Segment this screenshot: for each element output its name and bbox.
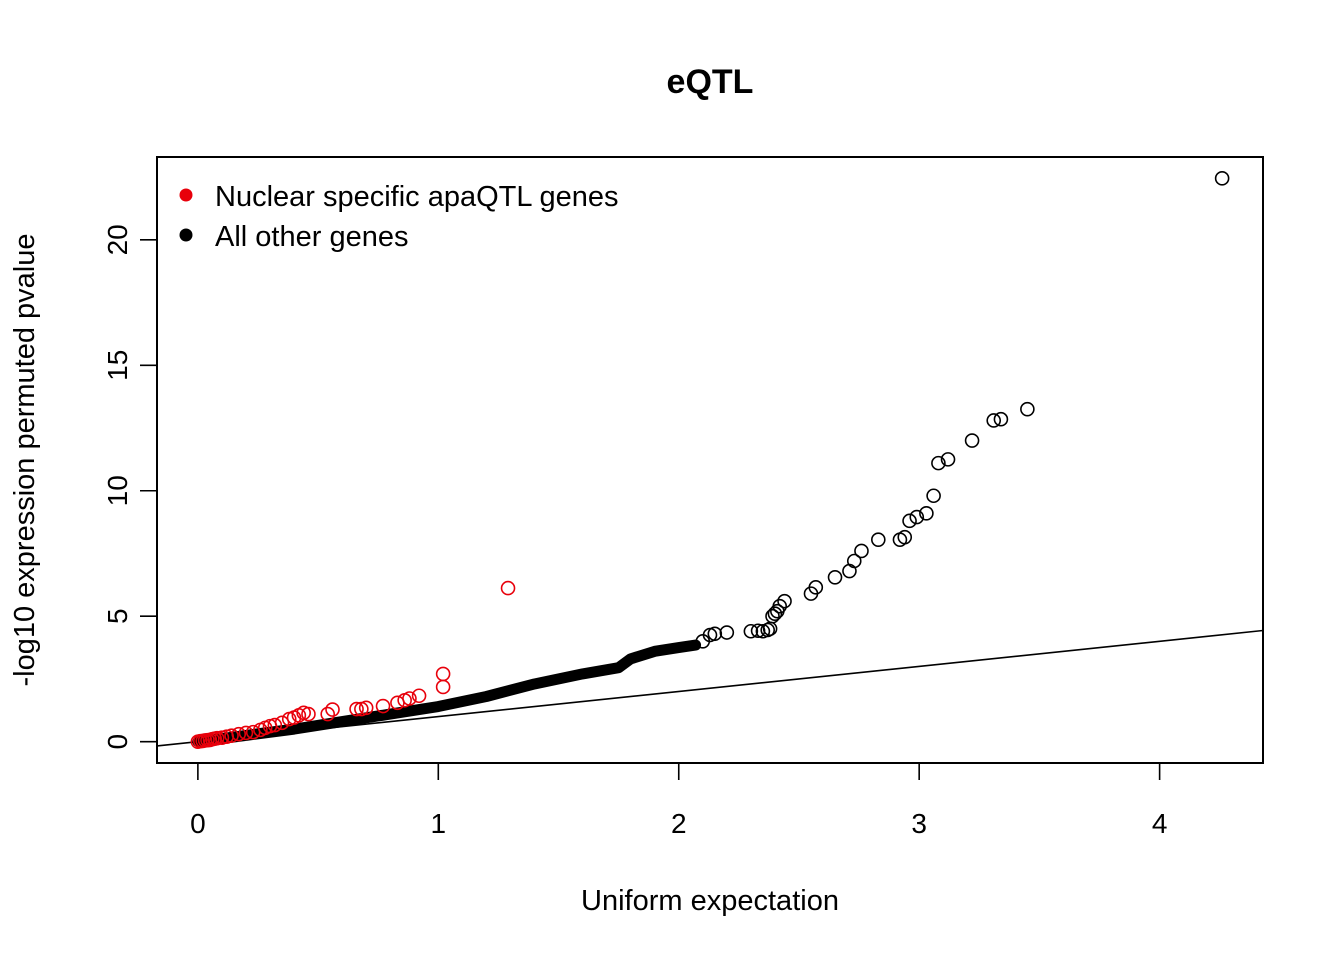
point-nuclear	[231, 726, 247, 742]
point-nuclear	[274, 715, 290, 731]
point-other	[719, 625, 735, 640]
point-other	[909, 509, 925, 525]
point-other	[931, 455, 946, 471]
point-other	[808, 580, 824, 595]
legend-marker-other	[179, 228, 193, 242]
point-nuclear	[320, 706, 336, 722]
point-other	[871, 532, 886, 547]
point-nuclear	[435, 666, 451, 682]
point-nuclear	[435, 679, 451, 695]
x-tick-label: 2	[671, 808, 687, 839]
point-other	[940, 452, 956, 467]
point-other	[846, 553, 862, 569]
point-other	[765, 608, 780, 624]
point-other	[926, 488, 941, 504]
point-other	[1020, 401, 1035, 417]
y-axis-label: -log10 expression permuted pvalue	[9, 234, 41, 687]
point-nuclear	[500, 580, 516, 596]
point-nuclear	[301, 706, 316, 722]
point-other	[827, 570, 843, 585]
x-tick-label: 0	[190, 808, 206, 839]
point-nuclear	[358, 700, 374, 716]
x-axis-label: Uniform expectation	[581, 885, 839, 917]
point-nuclear	[325, 702, 340, 717]
point-nuclear	[267, 717, 283, 733]
point-other	[767, 606, 783, 621]
point-nuclear	[411, 688, 427, 704]
point-nuclear	[375, 698, 391, 714]
y-tick-label: 5	[102, 608, 133, 624]
y-tick-label: 0	[102, 734, 133, 750]
x-tick-label: 3	[911, 808, 927, 839]
point-other	[919, 506, 934, 521]
point-other	[707, 626, 723, 642]
point-other	[986, 413, 1002, 428]
legend: Nuclear specific apaQTL genes All other …	[179, 181, 619, 253]
legend-label-other: All other genes	[215, 221, 408, 253]
y-tick-label: 10	[102, 475, 133, 506]
point-nuclear	[238, 725, 254, 741]
point-nuclear	[349, 701, 364, 717]
point-other	[993, 411, 1009, 427]
y-axis: 0 5 10 15 20	[102, 224, 158, 750]
point-other	[897, 529, 913, 545]
y-tick-label: 20	[102, 224, 133, 255]
chart-title: eQTL	[667, 63, 754, 101]
data-points	[190, 171, 1230, 749]
x-tick-label: 1	[431, 808, 447, 839]
point-other	[902, 513, 917, 529]
legend-label-nuclear: Nuclear specific apaQTL genes	[215, 181, 619, 213]
point-nuclear	[214, 730, 230, 745]
point-nuclear	[224, 728, 239, 743]
point-other	[772, 598, 788, 614]
point-nuclear	[209, 730, 225, 746]
point-other	[964, 433, 980, 448]
x-tick-label: 4	[1152, 808, 1168, 839]
point-nuclear	[402, 691, 417, 706]
point-other	[854, 543, 869, 559]
plot-area	[157, 171, 1263, 749]
point-other	[1214, 171, 1230, 186]
point-nuclear	[390, 695, 405, 711]
x-axis: 0 1 2 3 4	[190, 762, 1168, 839]
legend-marker-nuclear	[179, 188, 193, 202]
dense-points-band	[192, 639, 702, 748]
point-other	[743, 623, 759, 639]
point-other	[777, 593, 792, 609]
y-tick-label: 15	[102, 350, 133, 381]
